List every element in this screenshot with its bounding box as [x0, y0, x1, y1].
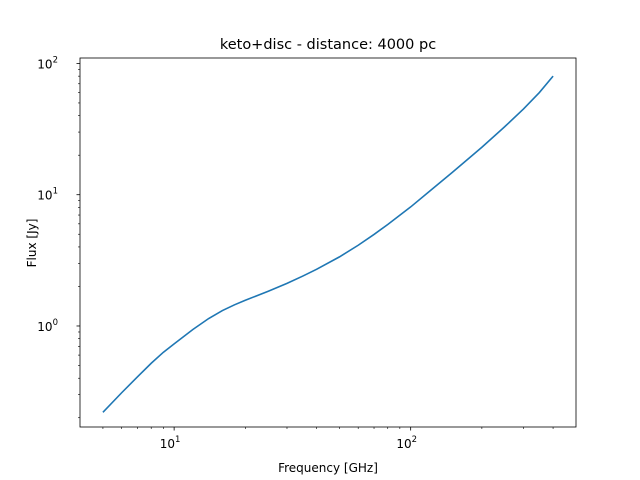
y-tick-exponent: 2 — [53, 55, 58, 65]
chart-title: keto+disc - distance: 4000 pc — [220, 37, 436, 53]
axes-frame — [79, 57, 577, 428]
x-axis-label: Frequency [GHz] — [278, 461, 378, 475]
plot-area — [102, 75, 554, 413]
y-axis-label: Flux [Jy] — [25, 219, 39, 268]
y-tick-exponent: 0 — [53, 318, 58, 328]
x-tick-exponent: 1 — [175, 435, 180, 445]
series-line-0 — [102, 75, 554, 413]
x-tick-exponent: 2 — [412, 435, 417, 445]
y-tick-exponent: 1 — [53, 187, 58, 197]
